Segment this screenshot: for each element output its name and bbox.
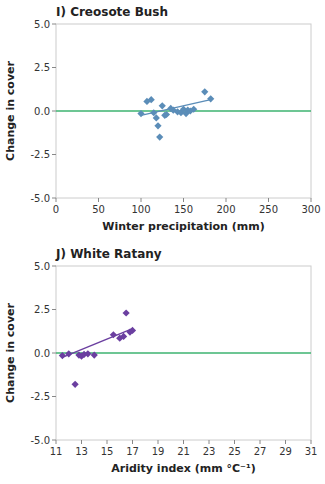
x-tick	[158, 440, 159, 444]
x-tick	[141, 198, 142, 202]
panel: 0 50 100 150 200 250 300 -5.0 -2.5 0.0 2.5 5.0 I) Cr…	[4, 5, 321, 233]
y-tick	[52, 353, 56, 354]
x-tick	[183, 198, 184, 202]
scatter-point	[123, 309, 130, 316]
figure: 0 50 100 150 200 250 300 -5.0 -2.5 0.0 2.5 5.0 I) Cr…	[0, 0, 325, 484]
scatter-point	[154, 122, 161, 129]
scatter-point	[201, 88, 208, 95]
x-tick-label: 29	[279, 446, 292, 457]
x-tick-label: 21	[177, 446, 190, 457]
y-tick	[52, 396, 56, 397]
x-tick-label: 200	[216, 204, 235, 215]
y-tick	[52, 24, 56, 25]
x-tick-label: 150	[174, 204, 193, 215]
x-tick-label: 31	[305, 446, 318, 457]
scatter-point	[110, 331, 117, 338]
x-tick	[107, 440, 108, 444]
plot-frame	[56, 266, 311, 440]
x-tick-label: 11	[50, 446, 63, 457]
y-tick	[52, 198, 56, 199]
scatter-point	[159, 102, 166, 109]
y-tick	[52, 309, 56, 310]
scatter-point	[129, 327, 136, 334]
y-tick	[52, 154, 56, 155]
panel: 11 13 15 17 19 21 23 25 27 29 31 -5.0 -2.5 0.0 2.5 5.0 J…	[4, 247, 317, 475]
x-tick-label: 13	[75, 446, 88, 457]
y-axis-label: Change in cover	[4, 60, 17, 160]
x-tick	[209, 440, 210, 444]
plot-area	[56, 309, 311, 388]
x-tick-label: 23	[203, 446, 216, 457]
y-tick-label: 0.0	[34, 106, 50, 117]
y-tick-label: 0.0	[34, 348, 50, 359]
plot-area	[56, 88, 311, 140]
scatter-point	[207, 95, 214, 102]
scatter-point	[59, 352, 66, 359]
x-tick-label: 300	[301, 204, 320, 215]
y-tick	[52, 266, 56, 267]
x-axis-label: Aridity index (mm °C⁻¹)	[111, 462, 255, 475]
x-tick-label: 17	[126, 446, 139, 457]
x-tick	[98, 198, 99, 202]
y-tick	[52, 111, 56, 112]
y-tick-label: 2.5	[34, 304, 50, 315]
x-tick	[56, 198, 57, 202]
x-tick	[132, 440, 133, 444]
x-tick	[183, 440, 184, 444]
y-tick-label: -5.0	[30, 193, 50, 204]
scatter-point	[84, 350, 91, 357]
title: I) Creosote Bush	[56, 5, 168, 19]
scatter-point	[148, 96, 155, 103]
title: J) White Ratany	[55, 247, 162, 261]
y-tick-label: -2.5	[30, 391, 50, 402]
x-tick	[311, 198, 312, 202]
x-tick	[260, 440, 261, 444]
scatter-point	[91, 351, 98, 358]
scatter-point	[163, 111, 170, 118]
scatter-point	[137, 110, 144, 117]
x-tick-label: 100	[131, 204, 150, 215]
y-tick	[52, 440, 56, 441]
plot-frame	[56, 24, 311, 198]
x-tick	[81, 440, 82, 444]
y-tick-label: 5.0	[34, 261, 50, 272]
x-tick	[56, 440, 57, 444]
scatter-point	[156, 134, 163, 141]
y-tick-label: 5.0	[34, 19, 50, 30]
x-tick	[268, 198, 269, 202]
scatter-point	[65, 350, 72, 357]
x-tick	[226, 198, 227, 202]
x-axis-label: Winter precipitation (mm)	[102, 220, 264, 233]
x-tick-label: 27	[254, 446, 267, 457]
x-tick-label: 15	[101, 446, 114, 457]
x-tick-label: 0	[53, 204, 59, 215]
trend-line	[62, 329, 132, 358]
y-tick-label: 2.5	[34, 62, 50, 73]
x-tick	[311, 440, 312, 444]
x-tick-label: 25	[228, 446, 241, 457]
scatter-point	[120, 333, 127, 340]
y-tick-label: -5.0	[30, 435, 50, 446]
scatter-point	[72, 381, 79, 388]
y-tick-label: -2.5	[30, 149, 50, 160]
x-tick-label: 19	[152, 446, 165, 457]
x-tick	[234, 440, 235, 444]
x-tick-label: 50	[92, 204, 105, 215]
scatter-point	[190, 106, 197, 113]
y-axis-label: Change in cover	[4, 302, 17, 402]
scatter-point	[153, 114, 160, 121]
y-tick	[52, 67, 56, 68]
x-tick-label: 250	[259, 204, 278, 215]
x-tick	[285, 440, 286, 444]
